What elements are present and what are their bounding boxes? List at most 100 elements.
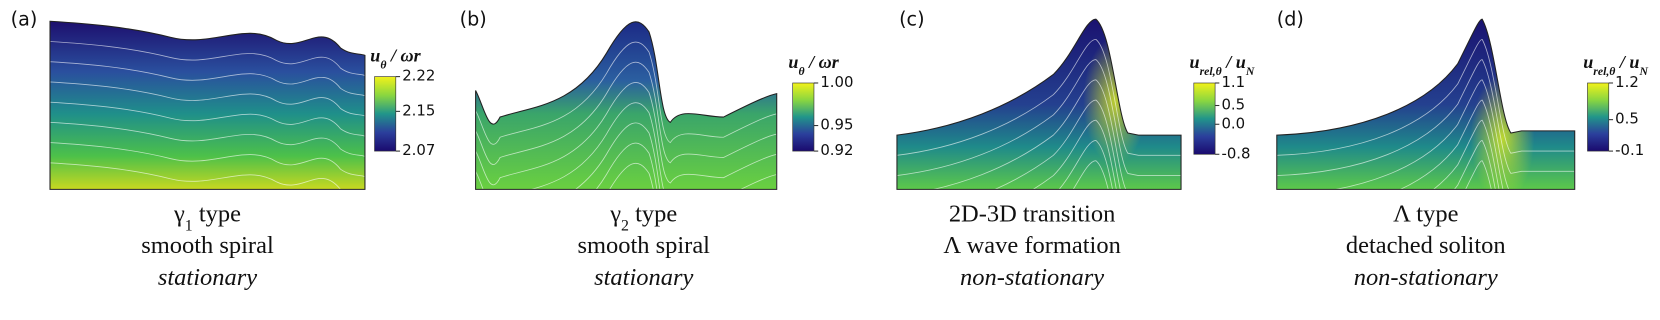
text-segment: non-stationary: [960, 264, 1104, 291]
colorbar-tick-label: 0.5: [1221, 96, 1245, 114]
colorbar-tick-label: 0.92: [820, 141, 853, 159]
caption-line: stationary: [594, 264, 693, 291]
streamline: [1276, 59, 1575, 190]
streamline: [1276, 79, 1575, 190]
highlight: [1470, 74, 1535, 190]
subscript: θ: [798, 65, 804, 78]
surface-outline: [1276, 18, 1576, 190]
text-segment: / u: [1615, 52, 1639, 72]
surface-details: [50, 41, 365, 190]
colorbar-title: urel,θ / uN: [1583, 52, 1648, 78]
panel-label: (a): [11, 8, 38, 31]
subscript: N: [1639, 65, 1649, 78]
surface: [896, 19, 1182, 190]
colorbar-tick-label: 1.1: [1221, 73, 1245, 91]
colorbar-tick-label: -0.1: [1615, 141, 1644, 159]
streamline: [475, 82, 777, 190]
surface: [50, 21, 365, 190]
subscript: 1: [185, 217, 193, 234]
streamline: [475, 41, 777, 190]
panel-label: (b): [460, 8, 487, 31]
subscript: rel,θ: [1593, 65, 1615, 78]
surface: [475, 21, 777, 190]
text-segment: γ: [173, 200, 185, 227]
text-segment: stationary: [158, 264, 257, 291]
caption-line: non-stationary: [1354, 264, 1498, 291]
colorbar-tick-label: 0.0: [1221, 114, 1245, 132]
streamline: [50, 121, 365, 190]
streamline: [896, 59, 1182, 190]
streamline: [1276, 38, 1575, 190]
caption-line: smooth spiral: [577, 232, 710, 259]
surface-outline: [475, 21, 778, 190]
streamline: [475, 61, 777, 190]
caption-line: γ2 type: [609, 200, 677, 234]
colorbar-tick-label: 2.07: [402, 141, 435, 159]
streamline: [1276, 99, 1575, 190]
text-segment: Λ wave formation: [943, 232, 1120, 259]
panel-label: (d): [1277, 8, 1304, 31]
caption-line: 2D-3D transition: [949, 200, 1116, 227]
colorbar: [1587, 82, 1610, 152]
text-segment: / u: [1222, 52, 1246, 72]
text-segment: non-stationary: [1354, 264, 1498, 291]
streamline: [50, 142, 365, 190]
panel: (c) urel,θ / uN1.1 0.50.0 -0.8 2D-3D transit…: [896, 8, 1255, 291]
streamline: [1276, 140, 1575, 190]
colorbar-title: uθ / ωr: [788, 52, 839, 78]
text-segment: / ωr: [805, 52, 840, 72]
text-segment: u: [1190, 52, 1200, 72]
streamline: [50, 81, 365, 190]
subscript: θ: [380, 58, 386, 71]
streamline: [475, 163, 777, 190]
text-segment: 2D-3D transition: [949, 200, 1116, 227]
caption-line: γ1 type: [173, 200, 241, 234]
colorbar: [792, 82, 815, 152]
streamline: [896, 79, 1182, 190]
streamline: [896, 99, 1182, 190]
panel-label: (c): [899, 8, 924, 31]
streamline: [475, 122, 777, 190]
colorbar-tick-label: 2.15: [402, 101, 435, 119]
caption-line: smooth spiral: [141, 232, 274, 259]
text-segment: smooth spiral: [141, 232, 274, 259]
subscript: 2: [621, 217, 629, 234]
text-segment: Λ type: [1393, 200, 1458, 227]
streamline: [1276, 119, 1575, 190]
colorbar: [374, 76, 397, 152]
caption-line: Λ wave formation: [943, 232, 1120, 259]
colorbar-tick-label: 1.00: [820, 73, 853, 91]
text-segment: type: [193, 200, 241, 227]
streamline: [50, 162, 365, 190]
surface-details: [475, 41, 777, 190]
streamline: [896, 140, 1182, 190]
surface-outline: [49, 20, 366, 190]
colorbar-tick-label: -0.8: [1221, 144, 1250, 162]
caption-line: Λ type: [1393, 200, 1458, 227]
subscript: N: [1245, 65, 1255, 78]
text-segment: / ωr: [386, 46, 421, 66]
text-segment: u: [370, 46, 380, 66]
subscript: rel,θ: [1200, 65, 1222, 78]
streamline: [1276, 160, 1575, 190]
text-segment: detached soliton: [1346, 232, 1506, 259]
caption-line: detached soliton: [1346, 232, 1506, 259]
streamline: [896, 38, 1182, 190]
streamline: [50, 41, 365, 190]
caption-line: non-stationary: [960, 264, 1104, 291]
colorbar-tick-label: 0.5: [1615, 110, 1639, 128]
streamline: [50, 101, 365, 190]
caption-line: stationary: [158, 264, 257, 291]
streamline: [896, 160, 1182, 190]
streamline: [475, 102, 777, 190]
colorbar-tick-label: 1.2: [1615, 73, 1639, 91]
streamline: [475, 142, 777, 190]
colorbar-title: uθ / ωr: [370, 46, 421, 72]
streamline: [50, 61, 365, 190]
colorbar: [1193, 82, 1216, 155]
panel: (d) urel,θ / uN1.2 0.5 -0.1 Λ type detached s…: [1276, 8, 1649, 291]
colorbar-tick-label: 2.22: [402, 67, 435, 85]
